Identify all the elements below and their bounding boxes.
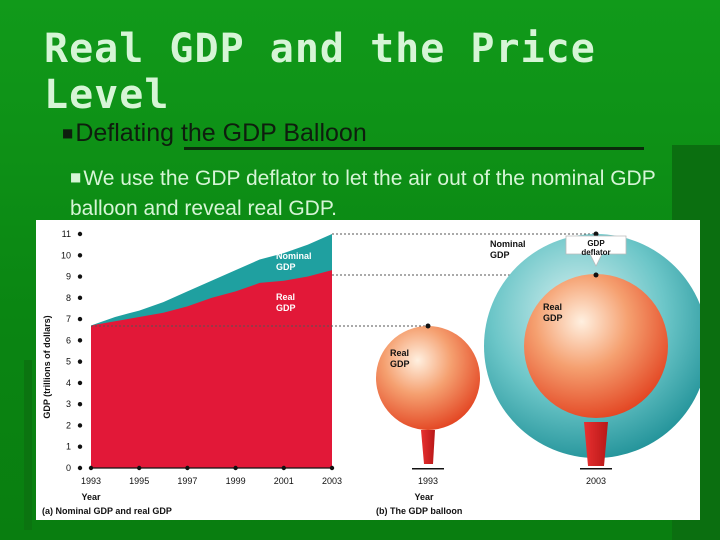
y-tick-dot bbox=[77, 295, 83, 301]
panel-b-axis bbox=[412, 468, 444, 470]
x-tick-dot bbox=[185, 465, 190, 471]
y-tick-dot bbox=[77, 401, 83, 407]
gdp-figure: 0 1 2 3 4 5 6 7 8 9 10 11 1993 1995 1997 1999 2001 2003 … bbox=[36, 220, 700, 520]
x-axis-label: Year bbox=[81, 492, 101, 502]
deflator-nozzle-icon bbox=[565, 235, 627, 267]
nominal-balloon-label: Nominal GDP bbox=[490, 239, 526, 260]
y-tick-label: 3 bbox=[66, 399, 71, 409]
small-real-gdp-balloon bbox=[376, 326, 480, 430]
y-tick-dot bbox=[77, 444, 83, 449]
y-tick-dot bbox=[77, 465, 83, 471]
x-tick-label: 2001 bbox=[274, 476, 294, 486]
panel-b-label: (b) The GDP balloon bbox=[376, 506, 462, 516]
y-tick-label: 6 bbox=[66, 335, 71, 345]
x-tick-dot bbox=[137, 465, 142, 471]
y-tick-label: 2 bbox=[66, 420, 71, 430]
deflator-label: GDP deflator bbox=[581, 239, 610, 257]
y-tick-dot bbox=[77, 423, 83, 428]
real-gdp-area bbox=[91, 270, 332, 468]
big-balloon-top-dot bbox=[593, 231, 599, 237]
small-balloon-neck bbox=[421, 430, 435, 464]
y-tick-dot bbox=[77, 359, 83, 364]
y-tick-dot bbox=[77, 253, 83, 258]
y-tick-label: 8 bbox=[66, 293, 71, 303]
bullet-level-1: ■Deflating the GDP Balloon bbox=[62, 118, 662, 148]
y-tick-dot bbox=[77, 274, 83, 279]
panel-b-x-label: Year bbox=[414, 492, 434, 502]
underline-rule bbox=[184, 147, 644, 150]
real-gdp-area-label: Real GDP bbox=[276, 292, 296, 313]
y-tick-label: 11 bbox=[62, 229, 71, 239]
y-tick-label: 5 bbox=[66, 357, 71, 367]
y-axis-label: GDP (trillions of dollars) bbox=[42, 315, 52, 418]
y-axis: 0 1 2 3 4 5 6 7 8 9 10 11 bbox=[61, 229, 83, 473]
bullet-level-2: ■We use the GDP deflator to let the air … bbox=[70, 162, 680, 224]
x-tick-label: 1993 bbox=[81, 476, 101, 486]
real-balloon-neck bbox=[584, 422, 608, 466]
bullet-square-icon: ■ bbox=[62, 126, 74, 140]
x-tick-dot bbox=[281, 465, 286, 471]
x-tick-label: 1995 bbox=[129, 476, 149, 486]
panel-b-axis-2003 bbox=[580, 468, 612, 470]
y-tick-label: 0 bbox=[66, 463, 71, 473]
x-tick-label: 1999 bbox=[226, 476, 246, 486]
y-tick-dot bbox=[77, 380, 83, 386]
real-balloon-label: Real GDP bbox=[543, 302, 563, 323]
panel-b-tick-2003: 2003 bbox=[586, 476, 606, 486]
y-tick-dot bbox=[77, 231, 83, 237]
panel-b-tick-1993: 1993 bbox=[418, 476, 438, 486]
real-gdp-balloon bbox=[524, 274, 668, 418]
bullet-square-icon: ■ bbox=[70, 170, 82, 184]
y-tick-dot bbox=[77, 316, 83, 322]
y-tick-label: 9 bbox=[66, 272, 71, 282]
y-tick-label: 10 bbox=[61, 250, 71, 260]
small-balloon-label: Real GDP bbox=[390, 348, 410, 369]
y-tick-label: 7 bbox=[66, 314, 71, 324]
x-tick-label: 2003 bbox=[322, 476, 342, 486]
y-tick-dot bbox=[77, 338, 83, 343]
y-tick-label: 4 bbox=[66, 378, 71, 388]
small-balloon-top-dot bbox=[425, 323, 431, 329]
slide-title: Real GDP and the Price Level bbox=[44, 26, 596, 118]
bullet-level-1-text: Deflating the GDP Balloon bbox=[75, 119, 367, 147]
nominal-gdp-area-label: Nominal GDP bbox=[276, 251, 312, 272]
x-tick-label: 1997 bbox=[177, 476, 197, 486]
x-tick-dot bbox=[88, 465, 94, 471]
x-axis: 1993 1995 1997 1999 2001 2003 bbox=[81, 465, 342, 486]
real-balloon-top-dot bbox=[593, 272, 599, 278]
bullet-level-2-text: We use the GDP deflator to let the air o… bbox=[70, 167, 656, 220]
x-tick-dot bbox=[233, 465, 238, 471]
x-tick-dot bbox=[329, 465, 335, 471]
decorative-stripe-left bbox=[24, 360, 32, 530]
y-tick-label: 1 bbox=[66, 442, 71, 452]
panel-a-label: (a) Nominal GDP and real GDP bbox=[42, 506, 172, 516]
